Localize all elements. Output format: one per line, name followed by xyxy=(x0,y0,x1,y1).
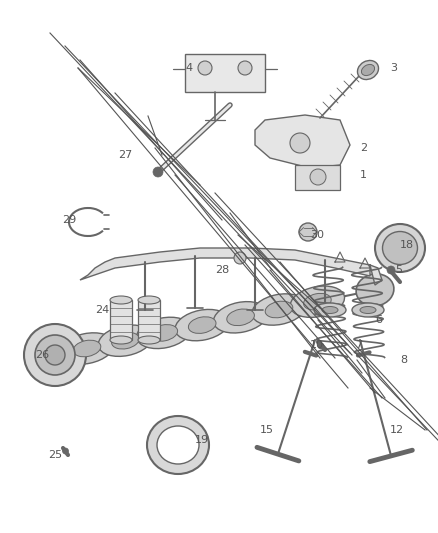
Circle shape xyxy=(290,133,310,153)
Text: 3: 3 xyxy=(390,63,397,73)
Ellipse shape xyxy=(361,64,374,76)
Circle shape xyxy=(153,167,163,177)
FancyBboxPatch shape xyxy=(138,300,160,340)
Polygon shape xyxy=(295,165,340,190)
Ellipse shape xyxy=(252,294,306,325)
Ellipse shape xyxy=(357,60,378,79)
Text: 12: 12 xyxy=(390,425,404,435)
Ellipse shape xyxy=(35,335,75,375)
Polygon shape xyxy=(255,115,350,168)
Text: 30: 30 xyxy=(310,230,324,240)
Polygon shape xyxy=(80,248,382,285)
Circle shape xyxy=(234,252,246,264)
Text: 24: 24 xyxy=(95,305,109,315)
Ellipse shape xyxy=(304,293,331,310)
Ellipse shape xyxy=(138,336,160,344)
Ellipse shape xyxy=(227,309,254,326)
Ellipse shape xyxy=(356,274,394,306)
Text: 2: 2 xyxy=(360,143,367,153)
Text: 15: 15 xyxy=(260,425,274,435)
Ellipse shape xyxy=(147,416,209,474)
Ellipse shape xyxy=(382,231,417,264)
Ellipse shape xyxy=(150,325,178,341)
Text: 25: 25 xyxy=(48,450,62,460)
Ellipse shape xyxy=(265,301,293,318)
Ellipse shape xyxy=(45,345,65,365)
Circle shape xyxy=(318,343,324,349)
Ellipse shape xyxy=(137,317,191,349)
Ellipse shape xyxy=(213,302,268,333)
Ellipse shape xyxy=(24,324,86,386)
Circle shape xyxy=(238,61,252,75)
Text: 18: 18 xyxy=(400,240,414,250)
Ellipse shape xyxy=(188,317,216,334)
Text: 19: 19 xyxy=(195,435,209,445)
Circle shape xyxy=(198,61,212,75)
Text: 6: 6 xyxy=(375,315,382,325)
Text: 5: 5 xyxy=(395,265,402,275)
Ellipse shape xyxy=(98,325,152,357)
Ellipse shape xyxy=(314,303,346,317)
Text: 8: 8 xyxy=(400,355,407,365)
Ellipse shape xyxy=(112,333,139,349)
Text: 7: 7 xyxy=(355,340,362,350)
Text: 4: 4 xyxy=(185,63,192,73)
Circle shape xyxy=(387,266,395,274)
Ellipse shape xyxy=(110,296,132,304)
Ellipse shape xyxy=(352,303,384,317)
Text: 1: 1 xyxy=(360,170,367,180)
Text: 29: 29 xyxy=(62,215,76,225)
FancyBboxPatch shape xyxy=(185,54,265,92)
Text: 28: 28 xyxy=(215,265,229,275)
Ellipse shape xyxy=(290,286,345,317)
Ellipse shape xyxy=(360,306,376,313)
Ellipse shape xyxy=(110,336,132,344)
FancyBboxPatch shape xyxy=(110,300,132,340)
Ellipse shape xyxy=(322,306,338,313)
Circle shape xyxy=(63,448,68,454)
Text: 27: 27 xyxy=(118,150,132,160)
Ellipse shape xyxy=(175,310,230,341)
Circle shape xyxy=(299,223,317,241)
Ellipse shape xyxy=(157,426,199,464)
Ellipse shape xyxy=(138,296,160,304)
Circle shape xyxy=(310,169,326,185)
Text: 26: 26 xyxy=(35,350,49,360)
Ellipse shape xyxy=(60,333,114,364)
Ellipse shape xyxy=(375,224,425,272)
Ellipse shape xyxy=(73,340,101,357)
Text: 10: 10 xyxy=(310,340,324,350)
